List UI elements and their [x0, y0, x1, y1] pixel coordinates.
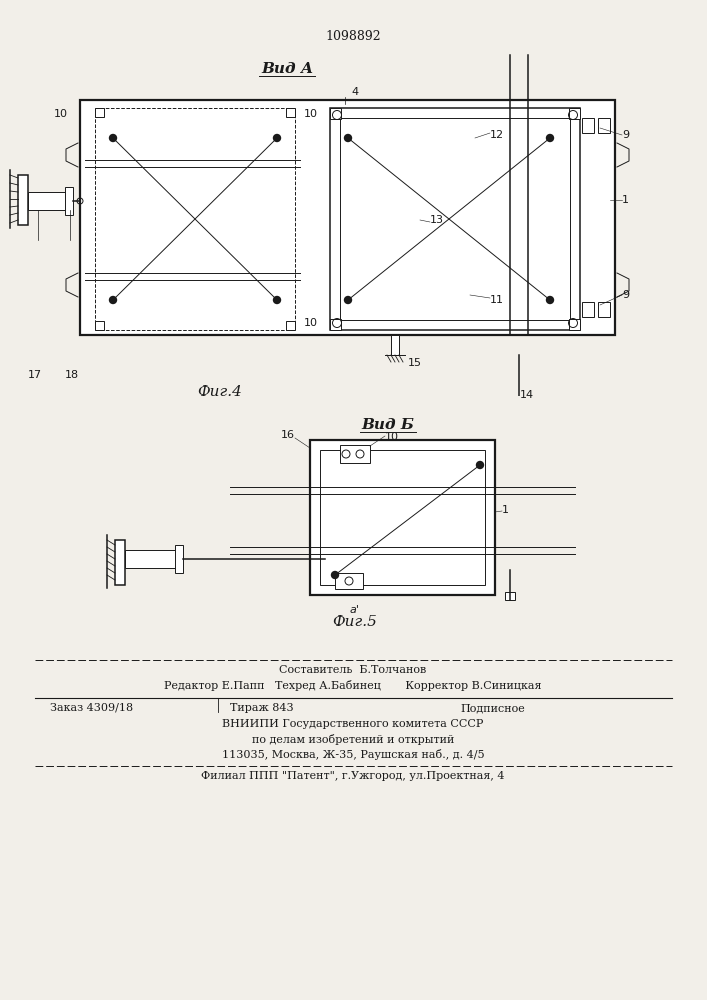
Text: 10: 10 [304, 318, 318, 328]
Circle shape [547, 296, 554, 304]
Bar [598, 302, 610, 317]
Bar [569, 108, 580, 119]
Bar [330, 108, 341, 119]
Bar [391, 335, 399, 355]
Text: Заказ 4309/18: Заказ 4309/18 [50, 703, 133, 713]
Bar [330, 108, 580, 330]
Bar [65, 187, 73, 215]
Text: 12: 12 [490, 130, 504, 140]
Text: ВНИИПИ Государственного комитета СССР: ВНИИПИ Государственного комитета СССР [222, 719, 484, 729]
Bar [582, 302, 594, 317]
Text: 1098892: 1098892 [325, 30, 381, 43]
Bar [125, 550, 180, 568]
Text: 11: 11 [490, 295, 504, 305]
Circle shape [547, 134, 554, 141]
Bar [340, 445, 370, 463]
Text: Филиал ППП "Патент", г.Ужгород, ул.Проектная, 4: Филиал ППП "Патент", г.Ужгород, ул.Проек… [201, 771, 505, 781]
Bar [286, 321, 295, 330]
Text: 16: 16 [281, 430, 295, 440]
Circle shape [274, 134, 281, 141]
Text: 17: 17 [28, 370, 42, 380]
Text: 1: 1 [622, 195, 629, 205]
Bar [80, 100, 615, 335]
Text: 113035, Москва, Ж-35, Раушская наб., д. 4/5: 113035, Москва, Ж-35, Раушская наб., д. … [222, 749, 484, 760]
Bar [340, 118, 570, 320]
Bar [115, 540, 125, 585]
Bar [598, 118, 610, 133]
Text: 15: 15 [408, 358, 422, 368]
Text: Фиг.5: Фиг.5 [332, 615, 378, 629]
Circle shape [344, 296, 351, 304]
Text: Тираж 843: Тираж 843 [230, 703, 293, 713]
Bar [330, 319, 341, 330]
Bar [18, 175, 28, 225]
Text: a': a' [350, 605, 360, 615]
Bar [582, 118, 594, 133]
Circle shape [477, 462, 484, 468]
Text: 1: 1 [502, 505, 509, 515]
Bar [286, 108, 295, 117]
Text: Подписное: Подписное [460, 703, 525, 713]
Text: Составитель  Б.Толчанов: Составитель Б.Толчанов [279, 665, 426, 675]
Bar [95, 321, 104, 330]
Text: 10: 10 [54, 109, 68, 119]
Text: 18: 18 [65, 370, 79, 380]
Bar [175, 545, 183, 573]
Circle shape [274, 296, 281, 304]
Text: 4: 4 [351, 87, 358, 97]
Text: 10: 10 [304, 109, 318, 119]
Text: Редактор Е.Папп   Техред А.Бабинец       Корректор В.Синицкая: Редактор Е.Папп Техред А.Бабинец Коррект… [164, 680, 542, 691]
Bar [95, 108, 295, 330]
Bar [310, 440, 495, 595]
Bar [320, 450, 485, 585]
Text: 9: 9 [622, 130, 629, 140]
Circle shape [344, 134, 351, 141]
Circle shape [110, 296, 117, 304]
Text: Вид А: Вид А [261, 62, 313, 76]
Bar [95, 108, 104, 117]
Text: Фиг.4: Фиг.4 [197, 385, 243, 399]
Bar [28, 192, 70, 210]
Bar [569, 319, 580, 330]
Text: по делам изобретений и открытий: по делам изобретений и открытий [252, 734, 454, 745]
Circle shape [332, 572, 339, 578]
Text: 9: 9 [622, 290, 629, 300]
Text: 10: 10 [385, 432, 399, 442]
Circle shape [110, 134, 117, 141]
Text: Вид Б: Вид Б [361, 418, 414, 432]
Text: 13: 13 [430, 215, 444, 225]
Bar [335, 573, 363, 589]
Bar [505, 592, 515, 600]
Text: 14: 14 [520, 390, 534, 400]
